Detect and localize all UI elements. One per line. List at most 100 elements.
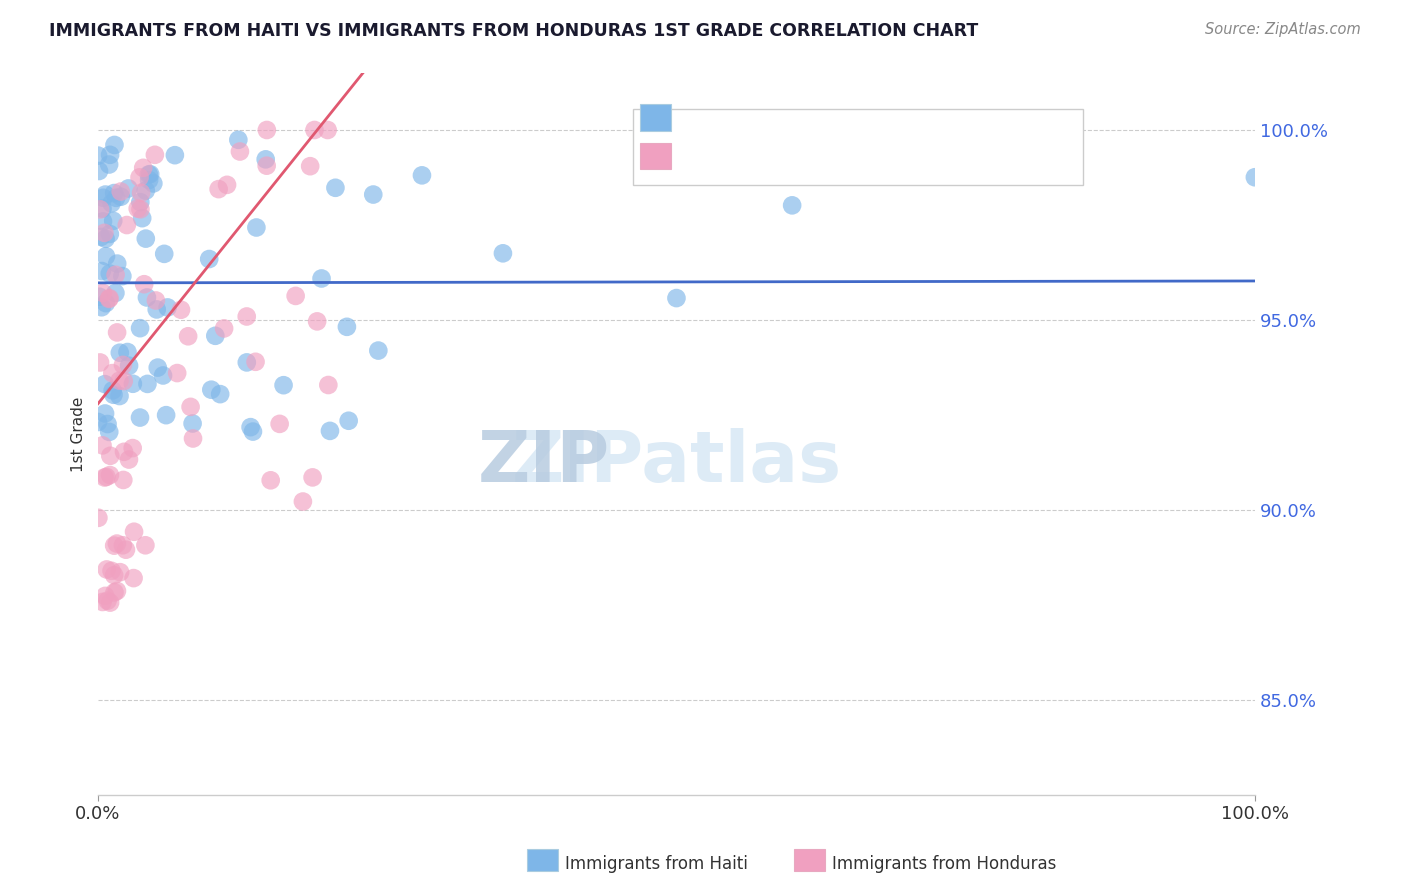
Point (145, 302, 167, 317)
Text: R = 0.344   N = 72: R = 0.344 N = 72 (682, 152, 852, 169)
Point (115, 542, 138, 557)
Point (110, 190, 132, 204)
Point (89, 202, 111, 217)
Point (94, 249, 117, 263)
Point (256, 123, 278, 137)
Point (155, 408, 177, 422)
Point (239, 420, 262, 434)
Point (101, 366, 124, 380)
Point (138, 173, 160, 187)
Point (108, 565, 131, 579)
Point (129, 186, 152, 200)
Point (215, 178, 238, 192)
Point (129, 202, 152, 217)
Point (163, 148, 186, 162)
Point (97, 417, 120, 431)
Point (166, 366, 188, 380)
Point (236, 355, 259, 369)
Point (177, 329, 200, 343)
Point (103, 539, 125, 553)
Point (145, 293, 167, 308)
Point (134, 277, 156, 292)
Point (228, 133, 250, 147)
Point (122, 524, 145, 539)
Point (96, 562, 118, 576)
Point (319, 424, 342, 438)
Point (98, 292, 121, 306)
Point (129, 321, 152, 335)
Point (337, 414, 360, 428)
Point (94, 232, 117, 246)
Point (129, 410, 152, 425)
Point (98, 449, 121, 463)
Point (94, 407, 117, 421)
Point (181, 417, 204, 431)
Point (110, 185, 132, 199)
Point (101, 384, 124, 398)
Point (90, 230, 112, 244)
Point (336, 319, 359, 334)
Y-axis label: 1st Grade: 1st Grade (72, 396, 86, 472)
Point (97, 593, 120, 607)
Point (146, 360, 169, 375)
Point (143, 148, 166, 162)
Point (112, 374, 135, 388)
Point (273, 378, 295, 392)
Point (98, 157, 121, 171)
Point (208, 182, 231, 196)
Point (318, 378, 340, 392)
Text: IMMIGRANTS FROM HAITI VS IMMIGRANTS FROM HONDURAS 1ST GRADE CORRELATION CHART: IMMIGRANTS FROM HAITI VS IMMIGRANTS FROM… (49, 22, 979, 40)
Point (94, 296, 117, 310)
Point (96, 470, 118, 484)
Point (90, 300, 112, 314)
Point (111, 269, 134, 284)
Text: Immigrants from Honduras: Immigrants from Honduras (832, 855, 1057, 872)
Point (152, 368, 174, 383)
Point (325, 181, 347, 195)
Point (103, 186, 125, 200)
Point (122, 376, 145, 391)
Point (153, 247, 176, 261)
Point (112, 445, 135, 459)
Point (181, 432, 204, 446)
Point (89, 290, 111, 304)
Point (121, 441, 143, 455)
Point (91, 214, 114, 228)
Point (98, 291, 121, 305)
Point (118, 452, 141, 467)
Point (93, 226, 115, 240)
Point (122, 571, 145, 585)
Point (492, 246, 515, 260)
Point (108, 345, 131, 359)
Point (245, 355, 267, 369)
Point (87, 415, 110, 429)
Point (361, 187, 384, 202)
Point (411, 169, 433, 183)
Text: R = 0.003   N = 82: R = 0.003 N = 82 (682, 113, 852, 131)
Point (316, 123, 339, 137)
Point (93, 470, 115, 484)
Point (256, 159, 278, 173)
Point (89, 355, 111, 369)
Point (111, 358, 134, 372)
Point (94, 377, 117, 392)
Point (138, 168, 160, 182)
Point (91, 202, 114, 216)
Point (98, 425, 121, 439)
Point (156, 301, 179, 315)
Point (180, 400, 202, 414)
Point (103, 388, 125, 402)
Point (311, 271, 333, 285)
Point (103, 138, 125, 153)
Point (87, 164, 110, 178)
Point (104, 268, 127, 282)
Point (105, 257, 128, 271)
Point (284, 289, 307, 303)
Point (94, 187, 117, 202)
Point (1244, 170, 1267, 185)
Point (135, 232, 157, 246)
Point (108, 389, 131, 403)
Point (269, 417, 291, 431)
Point (105, 191, 128, 205)
Point (100, 196, 122, 211)
